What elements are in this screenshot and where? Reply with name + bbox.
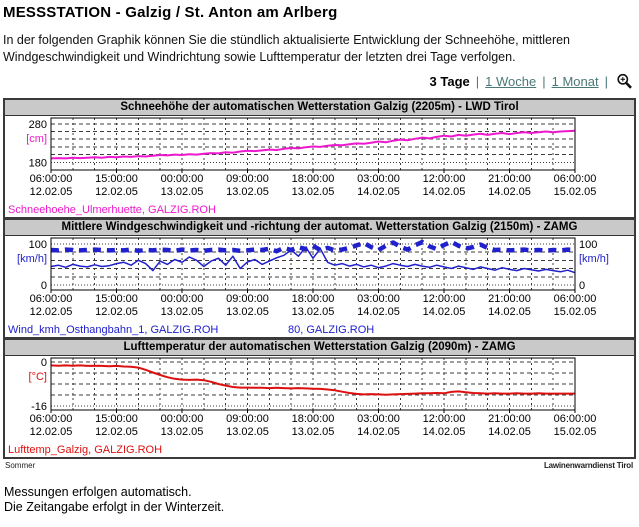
wind-chart-plot: 06:00:00 12.02.05 15:00:00 12.02.05 00:00:00… [5,236,634,324]
svg-text:00:00:00: 00:00:00 [161,293,204,305]
svg-text:14.02.05: 14.02.05 [488,186,531,198]
svg-text:14.02.05: 14.02.05 [488,306,531,318]
svg-text:03:00:00: 03:00:00 [357,173,400,185]
svg-text:12:00:00: 12:00:00 [423,413,466,425]
svg-text:15:00:00: 15:00:00 [95,173,138,185]
svg-text:0: 0 [579,280,585,292]
svg-text:12.02.05: 12.02.05 [30,186,73,198]
svg-text:06:00:00: 06:00:00 [554,173,597,185]
svg-text:15:00:00: 15:00:00 [95,413,138,425]
svg-text:14.02.05: 14.02.05 [357,306,400,318]
svg-text:18:00:00: 18:00:00 [292,173,335,185]
svg-text:14.02.05: 14.02.05 [423,426,466,438]
magnifier-zoom-icon[interactable] [616,73,633,90]
svg-text:[km/h]: [km/h] [579,252,609,264]
svg-text:15:00:00: 15:00:00 [95,293,138,305]
svg-text:14.02.05: 14.02.05 [423,306,466,318]
svg-text:03:00:00: 03:00:00 [357,413,400,425]
svg-text:[°C]: [°C] [29,371,47,383]
svg-text:21:00:00: 21:00:00 [488,293,531,305]
svg-text:100: 100 [579,238,597,250]
svg-text:00:00:00: 00:00:00 [161,173,204,185]
legend-label: Wind_kmh_Osthangbahn_1, GALZIG.ROH [8,323,219,336]
separator: | [542,74,546,89]
svg-text:15.02.05: 15.02.05 [554,426,597,438]
svg-text:280: 280 [29,118,47,130]
svg-text:06:00:00: 06:00:00 [30,173,73,185]
svg-text:09:00:00: 09:00:00 [226,293,269,305]
svg-text:13.02.05: 13.02.05 [226,186,269,198]
svg-text:06:00:00: 06:00:00 [30,413,73,425]
svg-text:13.02.05: 13.02.05 [292,306,335,318]
svg-text:12.02.05: 12.02.05 [95,186,138,198]
snow-chart-plot: 06:00:00 12.02.05 15:00:00 12.02.05 00:00:00… [5,116,634,204]
svg-text:09:00:00: 09:00:00 [226,413,269,425]
temperature-chart-legend: Lufttemp_Galzig, GALZIG.ROH [5,444,634,457]
svg-text:15.02.05: 15.02.05 [554,306,597,318]
footer-season-label: Sommer [5,460,36,470]
svg-text:14.02.05: 14.02.05 [488,426,531,438]
note-measurements: Messungen erfolgen automatisch. [4,484,192,499]
svg-text:13.02.05: 13.02.05 [161,426,204,438]
chart-footer-row: Sommer Lawinenwarndienst Tirol [5,461,633,470]
svg-text:[km/h]: [km/h] [17,252,47,264]
svg-text:14.02.05: 14.02.05 [423,186,466,198]
svg-text:13.02.05: 13.02.05 [226,426,269,438]
svg-text:06:00:00: 06:00:00 [554,413,597,425]
svg-text:100: 100 [29,238,47,250]
svg-text:06:00:00: 06:00:00 [554,293,597,305]
legend-label: 80, GALZIG.ROH [288,323,375,336]
range-selector: 3 Tage | 1 Woche | 1 Monat | [2,73,633,91]
footer-credit-label: Lawinenwarndienst Tirol [543,460,633,470]
chart-panel-snow-depth: Schneehöhe der automatischen Wetterstati… [3,97,636,219]
svg-text:13.02.05: 13.02.05 [292,426,335,438]
temperature-chart-title: Lufttemperatur der automatischen Wetters… [5,339,634,356]
legend-label: Lufttemp_Galzig, GALZIG.ROH [8,443,163,456]
svg-text:13.02.05: 13.02.05 [161,306,204,318]
range-option-3-tage: 3 Tage [429,74,470,89]
page-title: MESSSTATION - Galzig / St. Anton am Arlb… [3,4,338,21]
separator: | [475,74,480,89]
svg-text:12.02.05: 12.02.05 [95,426,138,438]
svg-text:06:00:00: 06:00:00 [30,293,73,305]
svg-text:0: 0 [41,357,47,369]
svg-text:-16: -16 [31,400,47,412]
svg-text:03:00:00: 03:00:00 [357,293,400,305]
svg-text:21:00:00: 21:00:00 [488,173,531,185]
svg-text:12.02.05: 12.02.05 [30,306,73,318]
wind-chart-title: Mittlere Windgeschwindigkeit und -richtu… [5,219,634,236]
note-timezone: Die Zeitangabe erfolgt in der Winterzeit… [4,499,225,514]
svg-text:13.02.05: 13.02.05 [226,306,269,318]
svg-text:18:00:00: 18:00:00 [292,293,335,305]
svg-text:00:00:00: 00:00:00 [161,413,204,425]
svg-text:18:00:00: 18:00:00 [292,413,335,425]
svg-text:14.02.05: 14.02.05 [357,426,400,438]
svg-text:15.02.05: 15.02.05 [554,186,597,198]
snow-chart-title: Schneehöhe der automatischen Wetterstati… [5,99,634,116]
legend-label: Schneehoehe_Ulmerhuette, GALZIG.ROH [8,203,216,216]
svg-text:13.02.05: 13.02.05 [292,186,335,198]
snow-chart-legend: Schneehoehe_Ulmerhuette, GALZIG.ROH [5,204,634,217]
range-link-1-monat[interactable]: 1 Monat [551,74,599,89]
svg-text:12.02.05: 12.02.05 [95,306,138,318]
svg-text:180: 180 [29,157,47,169]
wind-chart-legend: Wind_kmh_Osthangbahn_1, GALZIG.ROH 80, G… [5,324,634,337]
range-link-1-woche[interactable]: 1 Woche [485,74,537,89]
intro-text: In der folgenden Graphik können Sie die … [3,33,571,65]
separator: | [604,74,608,89]
svg-text:12.02.05: 12.02.05 [30,426,73,438]
svg-text:[cm]: [cm] [26,132,47,144]
temperature-chart-plot: 06:00:00 12.02.05 15:00:00 12.02.05 00:00:00… [5,356,634,444]
svg-text:21:00:00: 21:00:00 [488,413,531,425]
chart-panel-wind: Mittlere Windgeschwindigkeit und -richtu… [3,217,636,339]
svg-text:14.02.05: 14.02.05 [357,186,400,198]
chart-panel-temperature: Lufttemperatur der automatischen Wetters… [3,337,636,459]
svg-text:09:00:00: 09:00:00 [226,173,269,185]
svg-text:0: 0 [41,280,47,292]
svg-text:12:00:00: 12:00:00 [423,293,466,305]
svg-text:13.02.05: 13.02.05 [161,186,204,198]
svg-text:12:00:00: 12:00:00 [423,173,466,185]
